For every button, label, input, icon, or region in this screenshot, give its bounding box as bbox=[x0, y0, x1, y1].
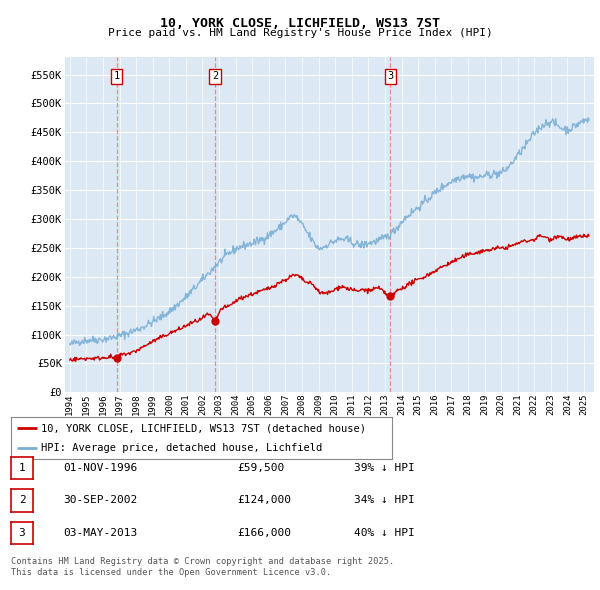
Text: 10, YORK CLOSE, LICHFIELD, WS13 7ST: 10, YORK CLOSE, LICHFIELD, WS13 7ST bbox=[160, 17, 440, 30]
Text: 1: 1 bbox=[19, 463, 25, 473]
Text: £124,000: £124,000 bbox=[237, 496, 291, 505]
Text: 39% ↓ HPI: 39% ↓ HPI bbox=[354, 463, 415, 473]
Text: 03-MAY-2013: 03-MAY-2013 bbox=[63, 528, 137, 537]
Text: HPI: Average price, detached house, Lichfield: HPI: Average price, detached house, Lich… bbox=[41, 444, 323, 453]
Text: 10, YORK CLOSE, LICHFIELD, WS13 7ST (detached house): 10, YORK CLOSE, LICHFIELD, WS13 7ST (det… bbox=[41, 424, 366, 434]
Text: This data is licensed under the Open Government Licence v3.0.: This data is licensed under the Open Gov… bbox=[11, 568, 331, 577]
Text: 2: 2 bbox=[19, 496, 25, 505]
Text: 01-NOV-1996: 01-NOV-1996 bbox=[63, 463, 137, 473]
Text: 30-SEP-2002: 30-SEP-2002 bbox=[63, 496, 137, 505]
Text: 3: 3 bbox=[19, 528, 25, 537]
Text: £59,500: £59,500 bbox=[237, 463, 284, 473]
Text: Contains HM Land Registry data © Crown copyright and database right 2025.: Contains HM Land Registry data © Crown c… bbox=[11, 558, 394, 566]
Text: Price paid vs. HM Land Registry's House Price Index (HPI): Price paid vs. HM Land Registry's House … bbox=[107, 28, 493, 38]
Text: 1: 1 bbox=[113, 71, 120, 81]
Text: 3: 3 bbox=[388, 71, 394, 81]
Text: £166,000: £166,000 bbox=[237, 528, 291, 537]
Text: 34% ↓ HPI: 34% ↓ HPI bbox=[354, 496, 415, 505]
Text: 2: 2 bbox=[212, 71, 218, 81]
Text: 40% ↓ HPI: 40% ↓ HPI bbox=[354, 528, 415, 537]
